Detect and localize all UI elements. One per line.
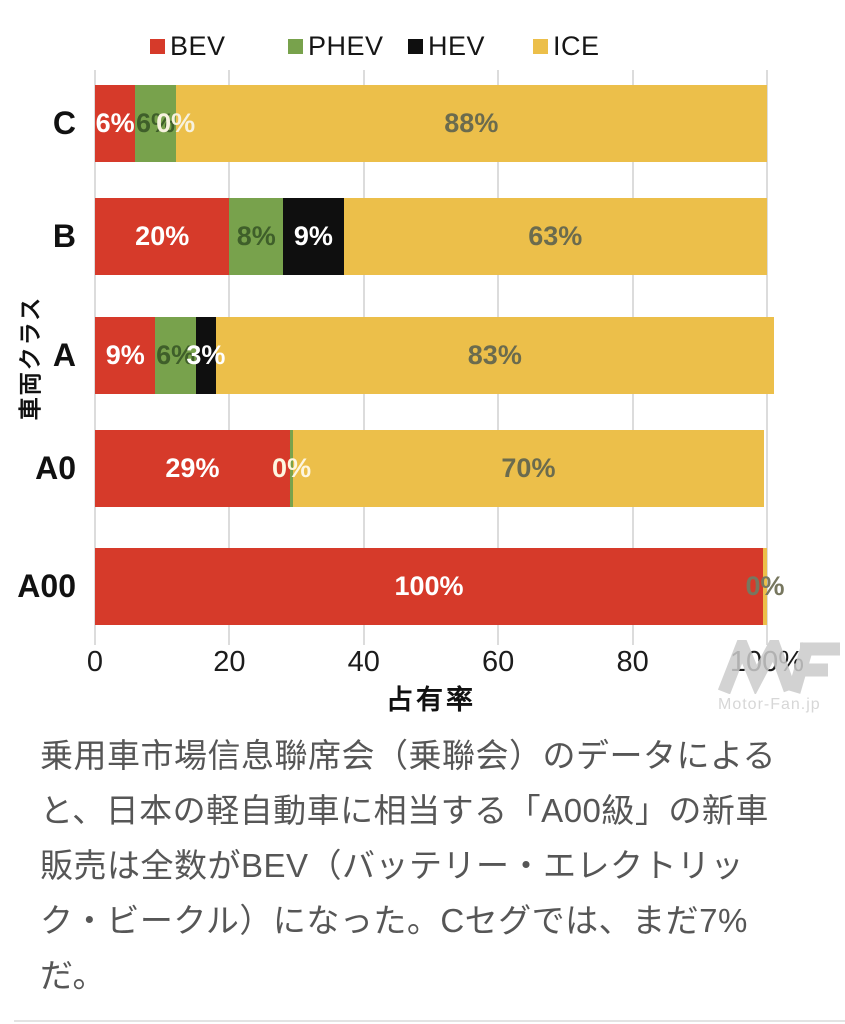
x-axis-label: 占有率: [386, 685, 476, 715]
segment-value-label: 6%: [95, 108, 135, 138]
bar-row-b: 20% 8% 9% 63%: [95, 198, 767, 275]
x-tick-80: 80: [616, 646, 649, 678]
category-label-c: C: [52, 105, 76, 141]
legend-swatch-bev: [150, 38, 165, 54]
segment-a0-ice: 70%: [293, 430, 764, 507]
legend-swatch-ice: [533, 38, 548, 54]
mf-logo-icon: [717, 640, 840, 694]
legend-swatch-phev: [288, 38, 303, 54]
x-tick-60: 60: [482, 646, 515, 678]
chart-legend: BEV PHEV HEV ICE: [0, 30, 845, 62]
segment-value-label: 0%: [272, 453, 312, 483]
legend-item-bev: BEV: [150, 30, 226, 62]
segment-value-label: 9%: [105, 340, 145, 370]
segment-c-ice: 88%: [175, 85, 767, 162]
legend-label: PHEV: [308, 30, 384, 61]
bar-row-a: 9% 6% 3% 83%: [95, 317, 774, 394]
segment-a00-bev: 100%: [95, 548, 763, 625]
legend-label: HEV: [428, 30, 486, 61]
legend-swatch-hev: [408, 38, 423, 54]
bar-row-a00: 100% 0%: [95, 548, 784, 625]
segment-value-label: 0%: [745, 571, 785, 601]
segment-value-label: 9%: [293, 221, 333, 251]
motor-fan-watermark: Motor-Fan.jp: [716, 640, 844, 715]
segment-a00-ice: 0%: [745, 548, 784, 625]
segment-a0-phev: 0%: [272, 430, 311, 507]
legend-item-ice: ICE: [533, 30, 600, 62]
x-tick-20: 20: [213, 646, 246, 678]
segment-b-ice: 63%: [343, 198, 767, 275]
segment-value-label: 83%: [467, 340, 522, 370]
bar-row-a0: 29% 0% 70%: [95, 430, 767, 507]
segment-value-label: 3%: [186, 340, 226, 370]
segment-value-label: 20%: [135, 221, 190, 251]
chart-plot-area: 6% 6% 0% 88% 20% 8% 9% 63% 9% 6% 3% 83% 29% 0% 70% 100%…: [94, 70, 784, 645]
segment-value-label: 6%: [135, 108, 175, 138]
legend-label: BEV: [170, 30, 226, 61]
segment-value-label: 8%: [236, 221, 276, 251]
legend-item-phev: PHEV: [288, 30, 384, 62]
x-tick-0: 0: [86, 646, 104, 678]
segment-value-label: 70%: [501, 453, 556, 483]
segment-value-label: 100%: [394, 571, 464, 601]
y-axis-label: 車両クラス: [17, 295, 43, 421]
caption-text: 乗用車市場信息聯席会（乗聯会）のデータによると、日本の軽自動車に相当する「A00…: [40, 737, 777, 994]
segment-value-label: 0%: [156, 108, 196, 138]
bar-row-c: 6% 6% 0% 88%: [95, 85, 767, 162]
segment-c-phev: 6%: [135, 85, 176, 162]
segment-c-bev: 6%: [95, 85, 136, 162]
category-label-b: B: [52, 218, 76, 254]
segment-a-hev: 3%: [186, 317, 225, 394]
segment-b-phev: 8%: [229, 198, 284, 275]
legend-item-hev: HEV: [408, 30, 485, 62]
segment-a-phev: 6%: [155, 317, 196, 394]
category-label-a: A: [52, 337, 76, 373]
watermark-text: Motor-Fan.jp: [718, 696, 821, 713]
segment-b-bev: 20%: [95, 198, 230, 275]
segment-a0-bev: 29%: [95, 430, 290, 507]
segment-value-label: 6%: [156, 340, 196, 370]
segment-value-label: 29%: [165, 453, 220, 483]
segment-value-label: 88%: [444, 108, 499, 138]
segment-b-hev: 9%: [283, 198, 344, 275]
segment-a-bev: 9%: [95, 317, 156, 394]
category-label-a0: A0: [35, 450, 76, 486]
stacked-bar-chart: BEV PHEV HEV ICE 6% 6% 0% 88% 20% 8% 9% 63% 9% 6% 3% 8…: [0, 30, 845, 715]
x-tick-40: 40: [347, 646, 380, 678]
segment-a-ice: 83%: [215, 317, 774, 394]
category-label-a00: A00: [17, 568, 76, 604]
legend-label: ICE: [553, 30, 600, 61]
bottom-divider: [14, 1020, 845, 1022]
segment-value-label: 63%: [528, 221, 583, 251]
